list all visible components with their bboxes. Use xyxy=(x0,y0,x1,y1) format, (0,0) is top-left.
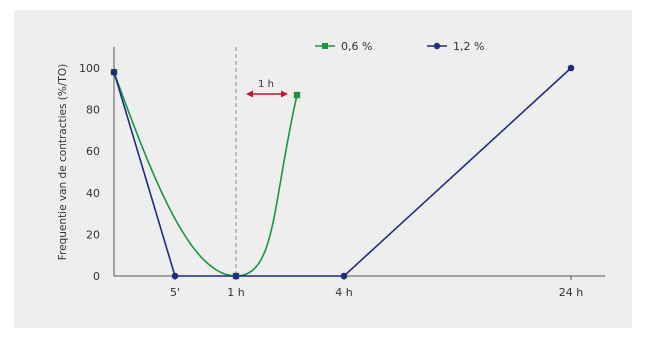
y-tick-label: 0 xyxy=(93,270,100,283)
x-tick-label: 5' xyxy=(170,286,180,299)
y-tick-label: 60 xyxy=(86,145,100,158)
y-axis-label: Frequentie van de contracties (%/TO) xyxy=(57,64,69,260)
y-tick-label: 100 xyxy=(79,62,100,75)
data-point-navy xyxy=(567,64,575,72)
data-point-navy xyxy=(171,272,179,280)
annotation-arrow xyxy=(246,90,288,98)
series-line-navy xyxy=(113,67,572,277)
data-point-navy xyxy=(110,68,118,76)
legend: 0,6 % 1,2 % xyxy=(315,40,484,53)
legend-item-navy: 1,2 % xyxy=(427,40,484,53)
y-tick-label: 40 xyxy=(86,187,100,200)
annotation-label: 1 h xyxy=(258,79,274,90)
x-tick-label: 1 h xyxy=(227,286,244,299)
data-point-navy xyxy=(340,272,348,280)
y-tick-label: 20 xyxy=(86,228,100,241)
y-tick-label: 80 xyxy=(86,104,100,117)
data-point-green xyxy=(293,91,301,99)
x-tick-label: 24 h xyxy=(559,286,583,299)
data-point-navy xyxy=(232,272,240,280)
x-tick-label: 4 h xyxy=(335,286,352,299)
legend-label-navy: 1,2 % xyxy=(453,40,484,53)
legend-item-green: 0,6 % xyxy=(315,40,372,53)
chart-card xyxy=(14,10,632,328)
legend-label-green: 0,6 % xyxy=(341,40,372,53)
series-line-green xyxy=(113,71,298,277)
